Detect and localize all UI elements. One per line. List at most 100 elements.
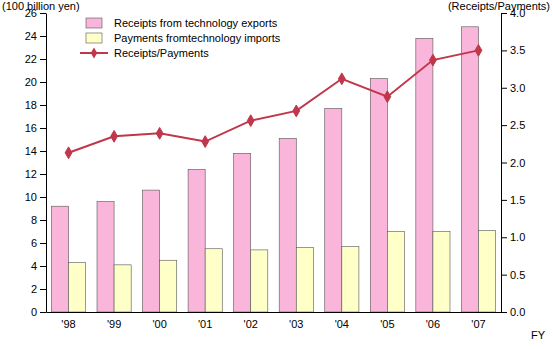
y-tick: 0 [31, 306, 46, 318]
y2-tick: 0.0 [501, 306, 525, 318]
bar [296, 248, 313, 312]
y-tick: 12 [25, 168, 46, 180]
x-tick: '99 [107, 312, 121, 330]
bar [279, 138, 296, 312]
legend: Receipts from technology exports Payments… [80, 17, 281, 59]
chart: 024681012141618202224260.00.51.01.52.02.… [0, 0, 553, 349]
y2-tick: 3.5 [501, 44, 525, 56]
x-tick: '98 [61, 312, 75, 330]
y-tick-mark [40, 59, 46, 60]
legend-item: Receipts/Payments [80, 47, 209, 59]
y-tick-label: 20 [25, 76, 37, 88]
x-tick: '06 [426, 312, 440, 330]
bar [416, 38, 433, 312]
bar [342, 246, 359, 312]
y2-tick-label: 2.5 [510, 119, 525, 131]
bar [370, 79, 387, 312]
bar [69, 263, 86, 312]
y-tick-mark [40, 13, 46, 14]
y2-tick-mark [501, 237, 507, 238]
bar [160, 260, 177, 312]
y2-tick-mark [501, 88, 507, 89]
y2-tick-label: 3.0 [510, 82, 525, 94]
y-tick: 6 [31, 237, 46, 249]
y-tick-label: 22 [25, 53, 37, 65]
y2-tick: 1.5 [501, 194, 525, 206]
bar [478, 230, 495, 312]
x-tick-label: '02 [244, 318, 258, 330]
bar [433, 232, 450, 313]
legend-item: Receipts from technology exports [86, 17, 278, 29]
y-tick: 4 [31, 260, 46, 272]
y-tick-label: 2 [31, 283, 37, 295]
x-tick-label: '01 [198, 318, 212, 330]
marker [156, 127, 163, 139]
x-tick-label: '07 [471, 318, 485, 330]
y-tick-mark [40, 289, 46, 290]
x-tick-label: '05 [380, 318, 394, 330]
y-tick: 18 [25, 99, 46, 111]
marker [384, 91, 391, 103]
legend-label: Receipts/Payments [114, 47, 209, 59]
x-tick: '00 [152, 312, 166, 330]
y-tick-mark [40, 151, 46, 152]
x-tick-label: '03 [289, 318, 303, 330]
x-tick-label: '00 [152, 318, 166, 330]
y-tick-label: 12 [25, 168, 37, 180]
marker [430, 54, 437, 66]
y-tick: 20 [25, 76, 46, 88]
bar [51, 206, 68, 312]
y-axis: 02468101214161820222426 [25, 7, 47, 318]
bar [205, 249, 222, 312]
marker [293, 105, 300, 117]
y-tick: 14 [25, 145, 46, 157]
legend-swatch [86, 18, 102, 28]
plot: 024681012141618202224260.00.51.01.52.02.… [25, 7, 526, 330]
x-tick: '03 [289, 312, 303, 330]
x-tick: '04 [335, 312, 349, 330]
line [69, 50, 479, 152]
x-axis-line [47, 312, 502, 313]
marker [65, 147, 72, 159]
y2-tick-label: 3.5 [510, 44, 525, 56]
y2-tick-label: 0.0 [510, 306, 525, 318]
marks [51, 27, 495, 312]
y2-axis-title: (Receipts/Payments) [448, 0, 550, 12]
x-tick-label: '99 [107, 318, 121, 330]
y-tick-label: 16 [25, 122, 37, 134]
legend-swatch [86, 33, 102, 43]
y-tick: 10 [25, 191, 46, 203]
bar [387, 232, 404, 313]
bar [461, 27, 478, 312]
x-tick-label: '06 [426, 318, 440, 330]
y-tick-mark [40, 266, 46, 267]
bar [188, 169, 205, 312]
bar [97, 202, 114, 312]
y2-tick: 0.5 [501, 269, 525, 281]
y-tick-mark [40, 105, 46, 106]
legend-label: Payments fromtechnology imports [114, 32, 281, 44]
y-tick-mark [40, 243, 46, 244]
y-tick-mark [40, 128, 46, 129]
bar [251, 250, 268, 312]
x-axis: '98 '99 '00 '01 '02 '03 '04 '05 '06 '07 [47, 312, 502, 330]
y-tick-label: 6 [31, 237, 37, 249]
legend-label: Receipts from technology exports [114, 17, 278, 29]
marker [111, 130, 118, 142]
marker [338, 73, 345, 85]
y-tick-mark [40, 82, 46, 83]
bar [143, 190, 160, 312]
bar-series [69, 230, 496, 312]
y2-tick-mark [501, 50, 507, 51]
y-tick: 2 [31, 283, 46, 295]
y2-tick: 2.0 [501, 157, 525, 169]
y2-axis: 0.00.51.01.52.02.53.03.54.0 [501, 7, 525, 318]
bar-series [51, 27, 478, 312]
y2-tick: 2.5 [501, 119, 525, 131]
y2-tick-mark [501, 312, 507, 313]
marker [202, 136, 209, 148]
bar [234, 153, 251, 312]
legend-item: Payments fromtechnology imports [86, 32, 281, 44]
y2-tick-mark [501, 13, 507, 14]
y-axis-title: (100 billion yen) [2, 0, 80, 12]
